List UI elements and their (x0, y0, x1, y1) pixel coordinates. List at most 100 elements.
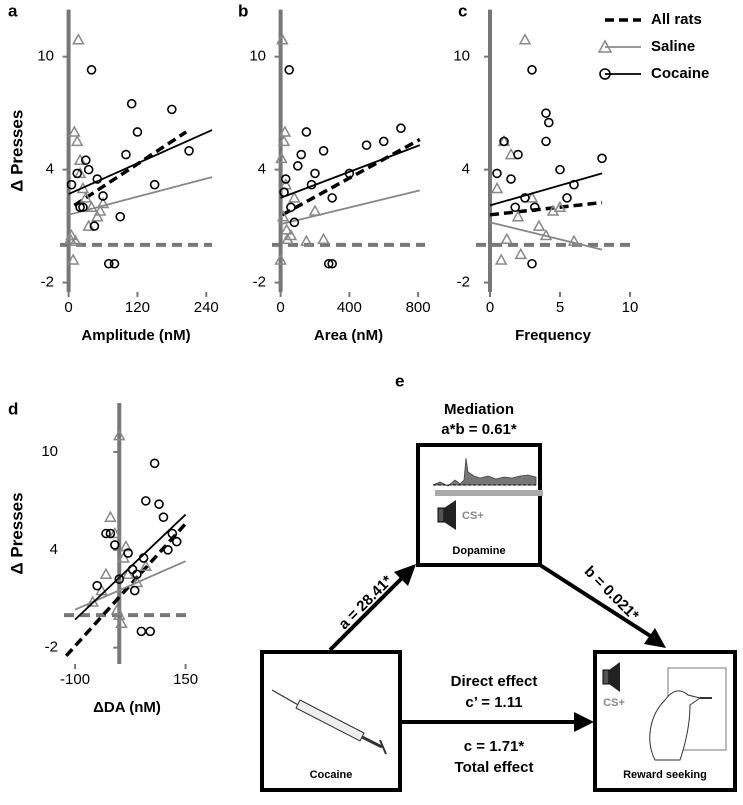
point (119, 540, 133, 552)
fit-line (74, 560, 186, 611)
point (327, 258, 337, 269)
x-tick-label: 120 (125, 299, 150, 316)
syringe-icon (271, 689, 387, 755)
point (101, 528, 111, 539)
point (85, 200, 98, 213)
arrowhead (574, 712, 594, 732)
point (66, 253, 80, 265)
panel-letter: b (238, 1, 248, 20)
point (115, 211, 126, 222)
total-effect: c = 1.71* (464, 738, 525, 755)
point (500, 232, 514, 245)
point (532, 219, 546, 231)
x-tick-label: 0 (486, 299, 494, 316)
point (167, 104, 177, 115)
y-axis-label: Δ Presses (7, 110, 26, 192)
point (317, 232, 330, 245)
fit-line (68, 176, 213, 216)
legend-marker (599, 68, 611, 80)
y-tick-label: -2 (41, 274, 54, 291)
arrowhead (644, 628, 666, 648)
arrowhead (394, 564, 416, 586)
y-tick-label: 4 (462, 161, 470, 178)
point (555, 164, 565, 175)
point (288, 191, 301, 203)
point (296, 149, 307, 160)
point (158, 512, 169, 522)
y-tick-label: 4 (258, 161, 266, 178)
point (112, 429, 126, 441)
point (492, 168, 502, 179)
point (510, 202, 521, 213)
point (72, 168, 83, 179)
rat-icon (649, 690, 702, 761)
x-axis-label: ΔDA (nM) (93, 699, 161, 716)
point (93, 204, 107, 216)
point (506, 174, 516, 184)
x-tick-label: 800 (406, 299, 431, 316)
point (318, 146, 329, 156)
point (64, 232, 77, 245)
point (541, 108, 551, 118)
scatter-chart: d -2 4 10 -100 150 ΔDA (nM) Δ Presses (7, 399, 198, 715)
point (115, 616, 128, 628)
point (276, 33, 289, 45)
fit-line (64, 522, 187, 658)
point (154, 499, 164, 509)
direct-label: Direct effect (451, 673, 538, 690)
cue-label: CS+ (603, 697, 625, 709)
point (75, 202, 85, 213)
point (286, 202, 296, 213)
point (300, 234, 313, 246)
legend-label: All rats (651, 11, 702, 28)
x-tick-label: 10 (622, 299, 639, 316)
point (70, 134, 84, 147)
point (518, 33, 532, 45)
point (275, 151, 288, 164)
path-label: a = 28.41* (335, 572, 396, 633)
point (543, 117, 554, 128)
fit-line (489, 172, 603, 207)
node-label: Reward seeking (623, 769, 707, 781)
point (323, 258, 334, 269)
point (121, 149, 131, 160)
scatter-chart: b -2 4 10 0 400 800 Area (nM) (238, 1, 431, 343)
point (527, 258, 537, 269)
scatter-chart: c -2 4 10 0 5 10 Frequency All rats Saline Cocaine (453, 1, 709, 343)
point (511, 210, 525, 222)
point (140, 496, 151, 506)
panel-letter: a (8, 1, 18, 20)
point (378, 136, 389, 147)
point (104, 510, 117, 522)
cue-bar (435, 490, 543, 496)
point (112, 608, 126, 620)
point (114, 574, 125, 584)
point (567, 234, 581, 246)
y-tick-label: 10 (41, 443, 58, 460)
panel-letter: c (458, 1, 467, 20)
y-tick-label: -2 (45, 639, 58, 656)
point (136, 626, 147, 637)
fit-line (73, 130, 188, 207)
point (301, 127, 312, 137)
arrow-a (328, 576, 404, 652)
dopamine-trace (432, 457, 537, 487)
point (513, 149, 523, 160)
point (65, 228, 78, 241)
y-tick-label: 10 (453, 48, 470, 65)
legend-marker (597, 39, 613, 53)
point (110, 540, 120, 550)
x-axis-label: Area (nM) (314, 327, 383, 344)
speaker (602, 669, 610, 685)
point (69, 234, 82, 246)
point (494, 253, 508, 265)
point (126, 98, 137, 109)
fit-line (280, 144, 421, 199)
fit-line (489, 200, 603, 217)
speaker-cone (609, 662, 620, 692)
fit-line (74, 513, 187, 621)
y-tick-label: 10 (249, 48, 266, 65)
point (520, 193, 530, 203)
legend-label: Cocaine (651, 65, 709, 82)
